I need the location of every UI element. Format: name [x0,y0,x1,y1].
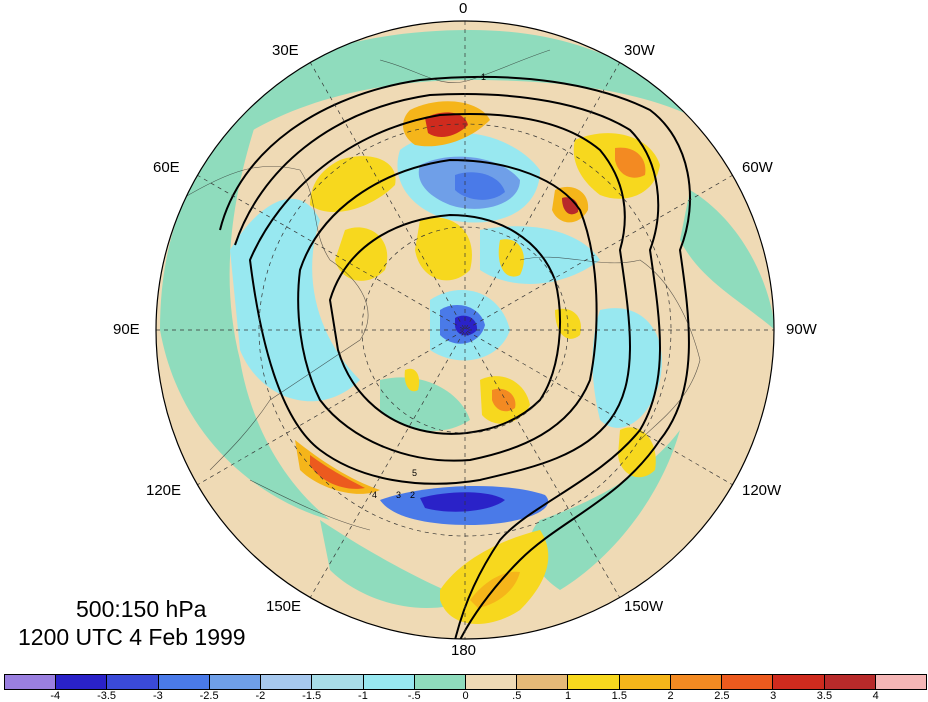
colorbar-swatch [312,675,364,689]
colorbar-swatch [209,675,262,689]
colorbar-tick-label: -4 [50,690,61,702]
colorbar-swatch [722,675,774,689]
level-label: 500:150 hPa [76,596,207,622]
contour-label-3: 3 [396,490,402,500]
lon-label-120e: 120E [146,482,182,499]
lon-label-30w: 30W [624,42,655,59]
contour-label-5: 5 [412,468,418,478]
colorbar-swatch [517,675,569,689]
lon-label-0: 0 [459,0,468,17]
map-border [155,20,775,640]
colorbar-tick-label: -.5 [407,690,421,702]
colorbar-swatch [670,675,723,689]
colorbar-swatch [875,675,926,689]
colorbar-swatch [824,675,876,689]
lon-label-180: 180 [451,642,477,659]
colorbar-swatch [619,675,671,689]
lon-label-60w: 60W [742,159,773,176]
colorbar-tick-label: -3.5 [97,690,117,702]
colorbar-swatch [465,675,518,689]
colorbar-tick-label: -3 [152,690,163,702]
colorbar-tick-label: 1 [564,690,572,702]
colorbar-tick-label: 3 [770,690,777,702]
colorbar-tick-label: -1.5 [302,690,322,702]
lon-label-90w: 90W [786,321,817,338]
colorbar [4,674,927,690]
lon-label-90e: 90E [113,321,140,338]
colorbar-swatch [773,675,825,689]
lon-label-120w: 120W [742,482,782,499]
contour-label-1: 1 [481,72,487,82]
colorbar-swatch [363,675,415,689]
time-label: 1200 UTC 4 Feb 1999 [18,624,246,650]
lon-label-150e: 150E [266,598,302,615]
colorbar-swatch [158,675,210,689]
colorbar-tick-label: 2 [667,690,674,702]
colorbar-tick-label: -2.5 [199,690,219,702]
colorbar-tick-label: 4 [872,690,879,702]
colorbar-swatch [107,675,159,689]
colorbar-tick-label: 0 [462,690,469,702]
map-field [156,21,774,639]
lon-label-30e: 30E [272,42,299,59]
colorbar-ticks: -4 -3.5 -3 -2.5 -2 -1.5 -1 -.5 0 .5 1 1.5 2 2.5 3 3.5 4 [0,690,928,702]
lon-label-150w: 150W [624,598,664,615]
colorbar-tick-label: .5 [512,690,522,702]
colorbar-swatch [5,675,57,689]
colorbar-tick-label: -2 [255,690,266,702]
lon-label-60e: 60E [153,159,180,176]
colorbar-swatch [261,675,313,689]
colorbar-tick-label: 3.5 [816,690,833,702]
contour-label-2: 2 [410,490,416,500]
colorbar-swatch [414,675,466,689]
contour-label-4: 4 [372,490,378,500]
colorbar-swatch [568,675,620,689]
colorbar-tick-label: 1.5 [611,690,627,702]
colorbar-tick-label: 2.5 [714,690,730,702]
colorbar-swatch [56,675,108,689]
colorbar-tick-label: -1 [358,690,368,702]
polar-map [155,20,775,640]
